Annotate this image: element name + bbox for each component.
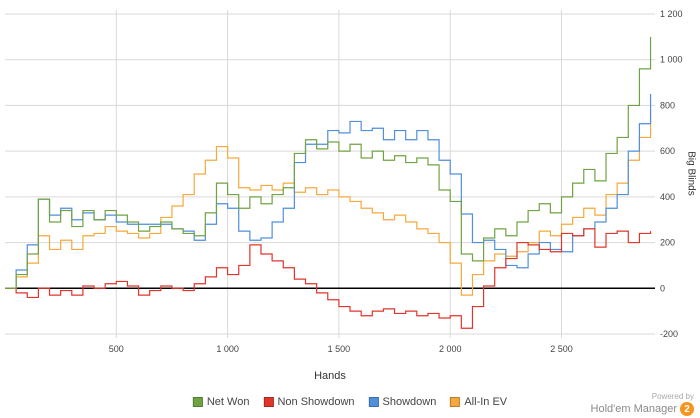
legend-label-non-showdown: Non Showdown xyxy=(277,396,355,408)
chart-plot-area: -200 0 200 400 600 800 1 000 1 200 500 1 000 1 500… xyxy=(5,9,683,354)
svg-text:2 500: 2 500 xyxy=(550,344,573,354)
svg-text:-200: -200 xyxy=(660,329,678,339)
legend-label-all-in-ev: All-In EV xyxy=(464,396,508,408)
legend-item-showdown: Showdown xyxy=(368,396,437,408)
x-axis-title: Hands xyxy=(314,370,346,382)
svg-text:0: 0 xyxy=(660,283,665,293)
branding: Powered by Hold'em Manager 2 xyxy=(591,392,694,416)
chart-legend: Net Won Non Showdown Showdown All-In EV xyxy=(192,396,507,408)
svg-text:1 000: 1 000 xyxy=(216,344,239,354)
svg-text:1 500: 1 500 xyxy=(328,344,351,354)
svg-text:1 200: 1 200 xyxy=(660,9,683,19)
legend-item-net-won: Net Won xyxy=(192,396,250,408)
all-in-ev-swatch-icon xyxy=(450,397,461,407)
legend-item-all-in-ev: All-In EV xyxy=(450,396,507,408)
svg-text:2 000: 2 000 xyxy=(439,344,462,354)
y-axis-title: Big Blinds xyxy=(685,151,697,196)
svg-text:500: 500 xyxy=(109,344,124,354)
app-name: Hold'em Manager xyxy=(590,403,677,415)
net-won-swatch-icon xyxy=(192,397,203,407)
powered-by-text: Powered by xyxy=(651,392,694,401)
svg-text:600: 600 xyxy=(660,146,675,156)
legend-label-net-won: Net Won xyxy=(206,396,250,408)
legend-label-showdown: Showdown xyxy=(382,396,437,408)
svg-text:200: 200 xyxy=(660,238,675,248)
app-version-badge-icon: 2 xyxy=(680,402,694,416)
legend-item-non-showdown: Non Showdown xyxy=(263,396,355,408)
svg-text:800: 800 xyxy=(660,100,675,110)
svg-text:400: 400 xyxy=(660,192,675,202)
svg-text:1 000: 1 000 xyxy=(660,55,683,65)
showdown-swatch-icon xyxy=(368,397,379,407)
non-showdown-swatch-icon xyxy=(263,397,274,407)
